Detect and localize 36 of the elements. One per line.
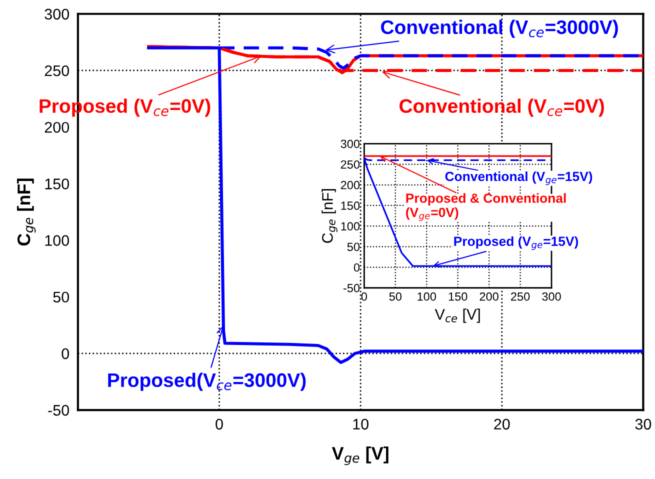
x-tick-label: 10: [353, 418, 368, 430]
y-tick-label: 300: [44, 8, 70, 20]
x-tick-label: 300: [542, 292, 561, 301]
x-tick-label: 30: [635, 418, 652, 430]
y-tick-label: 150: [45, 178, 70, 190]
y-tick-label: 150: [341, 202, 360, 210]
y-tick-label: 250: [340, 160, 360, 169]
annotation: Conventional (V$_{ce}$=3000V): [381, 20, 618, 38]
y-tick-label: 200: [44, 122, 70, 133]
x-tick-label: 200: [480, 292, 498, 301]
x-tick-label: 0: [216, 418, 223, 430]
annotation: Proposed & Conventional (V$_{ge}$=0V): [406, 193, 566, 222]
x-tick-label: 250: [511, 292, 530, 301]
annotation: Conventional (V$_{ge}$=15V): [445, 171, 592, 186]
y-tick-label: -50: [343, 284, 360, 292]
y-axis-title: C$_{ge}$ [nF]: [322, 189, 338, 243]
annotation: Conventional (V$_{ce}$=0V): [400, 98, 604, 117]
x-tick-label: 50: [389, 292, 402, 301]
y-tick-label: 300: [340, 140, 360, 148]
x-tick-label: 20: [494, 418, 510, 430]
y-axis-title: C$_{ge}$ [nF]: [17, 178, 36, 246]
annotation: Proposed(V$_{ce}$=3000V): [108, 372, 306, 391]
y-tick-label: 0: [354, 263, 360, 272]
y-tick-label: 200: [340, 180, 360, 190]
x-axis-title: V$_{ce}$ [V]: [434, 308, 480, 323]
x-axis-title: V$_{ge}$ [V]: [332, 446, 388, 466]
y-tick-label: 100: [45, 235, 70, 246]
y-tick-label: 0: [62, 348, 70, 360]
x-tick-label: 0: [361, 292, 367, 301]
y-tick-label: 250: [44, 65, 70, 76]
x-tick-label: 150: [448, 292, 468, 301]
y-tick-label: 50: [347, 242, 360, 252]
y-tick-label: -50: [48, 404, 70, 416]
annotation: Proposed (V$_{ge}$=15V): [454, 236, 578, 250]
x-tick-label: 100: [418, 292, 436, 301]
y-tick-label: 100: [341, 222, 360, 230]
